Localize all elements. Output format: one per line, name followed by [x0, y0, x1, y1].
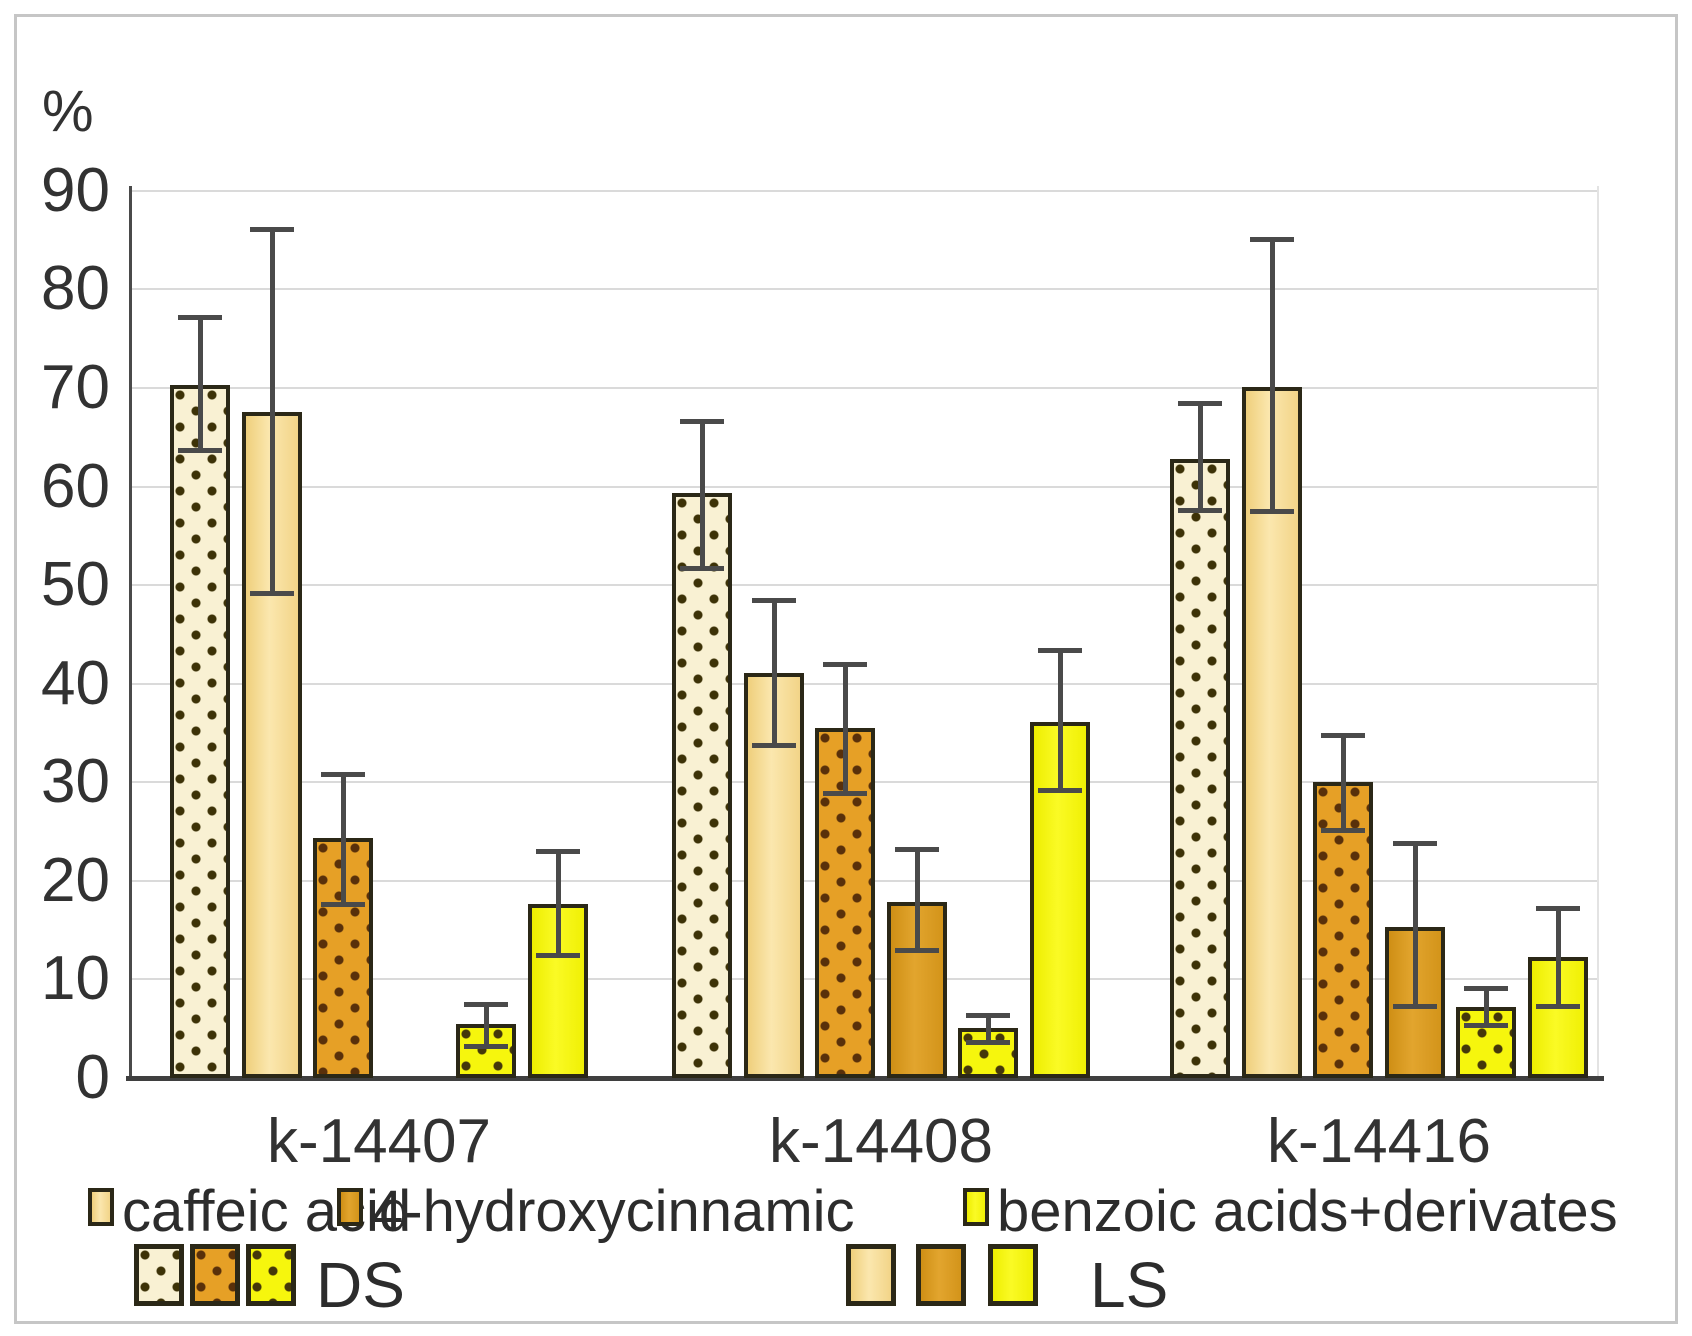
- legend-label-ls: LS: [1090, 1249, 1169, 1321]
- error-bar-cap-top: [321, 772, 366, 778]
- error-bar-cap-top: [536, 849, 580, 855]
- y-tick-label-60: 60: [41, 451, 110, 521]
- y-tick-label-50: 50: [41, 550, 110, 620]
- gridline-90: [132, 189, 1597, 192]
- error-bar-cap-bottom: [1536, 1004, 1580, 1009]
- bar-k-14408-caffeic-DS: [672, 493, 732, 1078]
- error-bar-cap-bottom: [894, 947, 939, 953]
- error-bar-cap-top: [1178, 400, 1222, 406]
- error-bar: [198, 315, 203, 453]
- error-bar-cap-top: [966, 1012, 1011, 1018]
- legend-swatch-benzoic: [963, 1188, 989, 1226]
- legend-swatch-ls-benzoic: [988, 1244, 1038, 1306]
- error-bar: [484, 1002, 490, 1049]
- x-category-label-k-14416: k-14416: [1266, 1107, 1492, 1176]
- gridline-40: [132, 682, 1597, 685]
- bar-k-14408-hydroxycinnamic-DS: [815, 728, 876, 1078]
- error-bar: [986, 1012, 992, 1044]
- legend-label-benzoic: benzoic acids+derivates: [997, 1179, 1618, 1244]
- legend-label-ds: DS: [316, 1249, 405, 1321]
- error-bar-cap-top: [178, 315, 222, 321]
- legend-swatch-ds-benzoic: [246, 1244, 296, 1306]
- legend-label-hydroxycinnamic: 4-hydroxycinnamic: [371, 1179, 855, 1244]
- error-bar: [1058, 648, 1063, 793]
- error-bar: [771, 597, 777, 747]
- error-bar-cap-top: [1536, 906, 1580, 912]
- error-bar-cap-top: [1038, 648, 1082, 654]
- bar-k-14416-hydroxycinnamic-DS: [1313, 782, 1374, 1078]
- error-bar: [1556, 906, 1561, 1008]
- error-bar-cap-bottom: [1178, 508, 1222, 514]
- error-bar-cap-top: [1249, 237, 1294, 243]
- error-bar-cap-bottom: [321, 902, 366, 908]
- y-tick-label-10: 10: [41, 944, 110, 1014]
- error-bar: [269, 227, 275, 595]
- error-bar-cap-bottom: [1464, 1022, 1509, 1028]
- error-bar-cap-top: [1321, 733, 1366, 738]
- x-category-label-k-14407: k-14407: [266, 1107, 492, 1176]
- bar-k-14416-caffeic-LS: [1241, 387, 1302, 1078]
- error-bar-cap-top: [680, 418, 724, 424]
- gridline-60: [132, 485, 1597, 488]
- legend-swatch-ds-hydroxycinnamic: [190, 1244, 240, 1306]
- y-tick-label-40: 40: [41, 648, 110, 718]
- error-bar-cap-bottom: [536, 952, 580, 958]
- error-bar-cap-top: [1464, 986, 1509, 992]
- error-bar-cap-bottom: [249, 591, 294, 596]
- gridline-50: [132, 584, 1597, 587]
- error-bar: [556, 849, 561, 957]
- plot-right-border: [1597, 186, 1599, 1078]
- error-bar: [341, 772, 347, 907]
- error-bar-cap-bottom: [966, 1039, 1011, 1045]
- y-tick-label-30: 30: [41, 747, 110, 817]
- error-bar: [1198, 400, 1203, 513]
- y-axis-unit-label: %: [42, 79, 94, 144]
- error-bar-cap-bottom: [1392, 1004, 1437, 1009]
- legend-label-caffeic: caffeic acid: [122, 1179, 412, 1244]
- error-bar-cap-top: [1392, 841, 1437, 847]
- error-bar: [1269, 237, 1275, 514]
- legend-swatch-ls-caffeic: [846, 1244, 896, 1306]
- y-tick-label-0: 0: [75, 1043, 110, 1112]
- error-bar-cap-top: [464, 1002, 509, 1008]
- y-tick-label-80: 80: [41, 254, 110, 324]
- y-tick-label-20: 20: [41, 845, 110, 915]
- y-tick-label-90: 90: [41, 155, 110, 225]
- error-bar: [700, 418, 705, 571]
- error-bar-cap-top: [751, 597, 796, 603]
- error-bar: [843, 662, 849, 796]
- x-axis-line: [126, 1076, 1604, 1081]
- legend-swatch-caffeic: [88, 1188, 114, 1226]
- error-bar: [1484, 986, 1490, 1027]
- error-bar-cap-top: [894, 847, 939, 853]
- y-axis-line: [129, 186, 132, 1078]
- legend-swatch-ls-hydroxycinnamic: [916, 1244, 966, 1306]
- error-bar: [1341, 733, 1347, 832]
- error-bar-cap-bottom: [1321, 827, 1366, 833]
- error-bar-cap-bottom: [1038, 788, 1082, 794]
- error-bar-cap-bottom: [464, 1044, 509, 1050]
- error-bar-cap-bottom: [680, 566, 724, 572]
- bar-k-14407-caffeic-DS: [170, 385, 230, 1078]
- gridline-70: [132, 387, 1597, 389]
- error-bar-cap-bottom: [1249, 509, 1294, 515]
- error-bar: [1412, 841, 1418, 1008]
- chart-frame: [14, 14, 1678, 1324]
- error-bar-cap-bottom: [823, 791, 868, 797]
- error-bar-cap-bottom: [178, 448, 222, 454]
- error-bar: [914, 847, 920, 952]
- error-bar-cap-bottom: [751, 742, 796, 748]
- y-tick-label-70: 70: [41, 353, 110, 422]
- error-bar-cap-top: [249, 227, 294, 233]
- bar-k-14416-caffeic-DS: [1170, 458, 1230, 1078]
- x-category-label-k-14408: k-14408: [768, 1107, 994, 1176]
- legend-swatch-hydroxycinnamic: [337, 1188, 363, 1226]
- legend-swatch-ds-caffeic: [134, 1244, 184, 1306]
- gridline-80: [132, 288, 1597, 291]
- error-bar-cap-top: [823, 662, 868, 668]
